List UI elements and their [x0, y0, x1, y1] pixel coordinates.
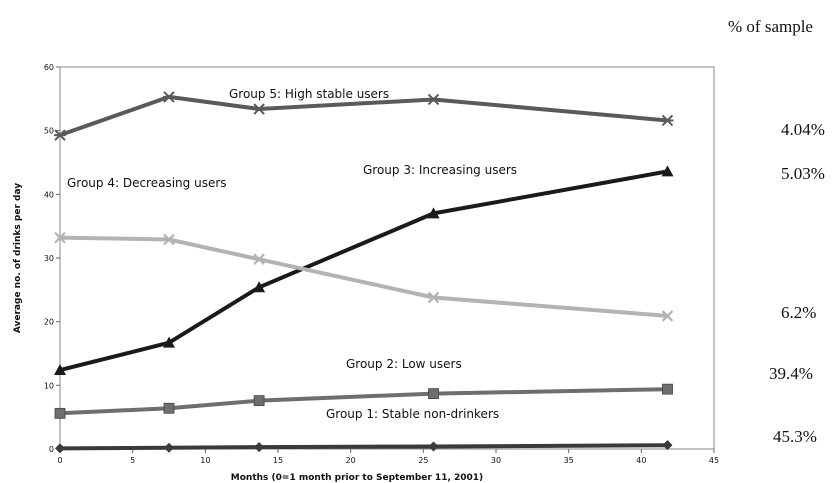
annotation-group-2: Group 2: Low users	[346, 357, 462, 371]
percent-column-header: % of sample	[728, 17, 813, 36]
data-point	[253, 103, 266, 115]
data-point	[253, 253, 265, 266]
x-tick-label: 15	[273, 456, 283, 465]
data-point	[163, 402, 175, 414]
x-tick-label: 0	[57, 456, 62, 465]
x-tick-label: 35	[564, 456, 574, 465]
x-tick-label: 40	[636, 456, 646, 465]
data-point	[253, 281, 266, 293]
annotation-group-1: Group 1: Stable non-drinkers	[326, 407, 499, 421]
x-tick-label: 25	[418, 456, 428, 465]
y-tick-label: 20	[44, 318, 54, 327]
data-point	[661, 165, 674, 177]
data-point	[428, 388, 439, 400]
axes: 0 10 20 30 40 50 60 0 5 10 15 20 25 30 35 40 45	[44, 63, 719, 465]
data-point	[427, 291, 440, 304]
data-point	[55, 443, 65, 454]
y-tick-label: 50	[44, 127, 54, 136]
series-annotations: Group 5: High stable users Group 3: Incr…	[67, 87, 517, 421]
series-markers	[54, 91, 674, 454]
annotation-group-3: Group 3: Increasing users	[363, 163, 517, 177]
data-point	[54, 129, 66, 141]
x-axis-title: Months (0=1 month prior to September 11,…	[231, 473, 483, 483]
data-point	[54, 407, 66, 419]
y-tick-label: 30	[44, 254, 54, 263]
series-line-group-1	[59, 169, 668, 373]
data-point	[427, 207, 440, 219]
data-point	[164, 442, 174, 453]
data-point	[662, 383, 673, 395]
y-tick-label: 10	[44, 381, 54, 390]
data-point	[427, 93, 440, 106]
data-point	[661, 310, 674, 322]
x-tick-label: 20	[346, 456, 356, 465]
x-tick-label: 10	[200, 456, 210, 465]
data-point	[428, 441, 439, 452]
percent-group-2: 39.4%	[769, 364, 813, 383]
data-point	[254, 442, 265, 453]
annotation-group-5: Group 5: High stable users	[229, 87, 389, 101]
percent-group-3: 5.03%	[781, 164, 825, 183]
series-line-group-0	[59, 94, 668, 137]
series-lines	[59, 94, 668, 451]
data-point	[54, 364, 66, 376]
percent-group-1: 45.3%	[773, 427, 817, 446]
data-point	[253, 395, 265, 407]
data-point	[662, 440, 673, 451]
data-point	[661, 114, 674, 127]
series-line-group-2	[59, 235, 668, 318]
annotation-group-4: Group 4: Decreasing users	[67, 176, 227, 190]
y-tick-label: 40	[44, 190, 54, 199]
x-tick-label: 45	[709, 456, 719, 465]
data-point	[163, 233, 175, 246]
y-tick-label: 60	[44, 63, 54, 72]
x-tick-label: 5	[130, 456, 135, 465]
data-point	[54, 231, 66, 244]
percent-group-4: 6.2%	[781, 303, 817, 322]
y-tick-label: 0	[49, 445, 54, 454]
y-axis-title: Average no. of drinks per day	[13, 183, 23, 333]
series-line-group-4	[59, 443, 668, 451]
x-tick-label: 30	[491, 456, 501, 465]
data-point	[163, 336, 175, 348]
data-point	[163, 91, 175, 103]
percent-group-5: 4.04%	[781, 120, 825, 139]
